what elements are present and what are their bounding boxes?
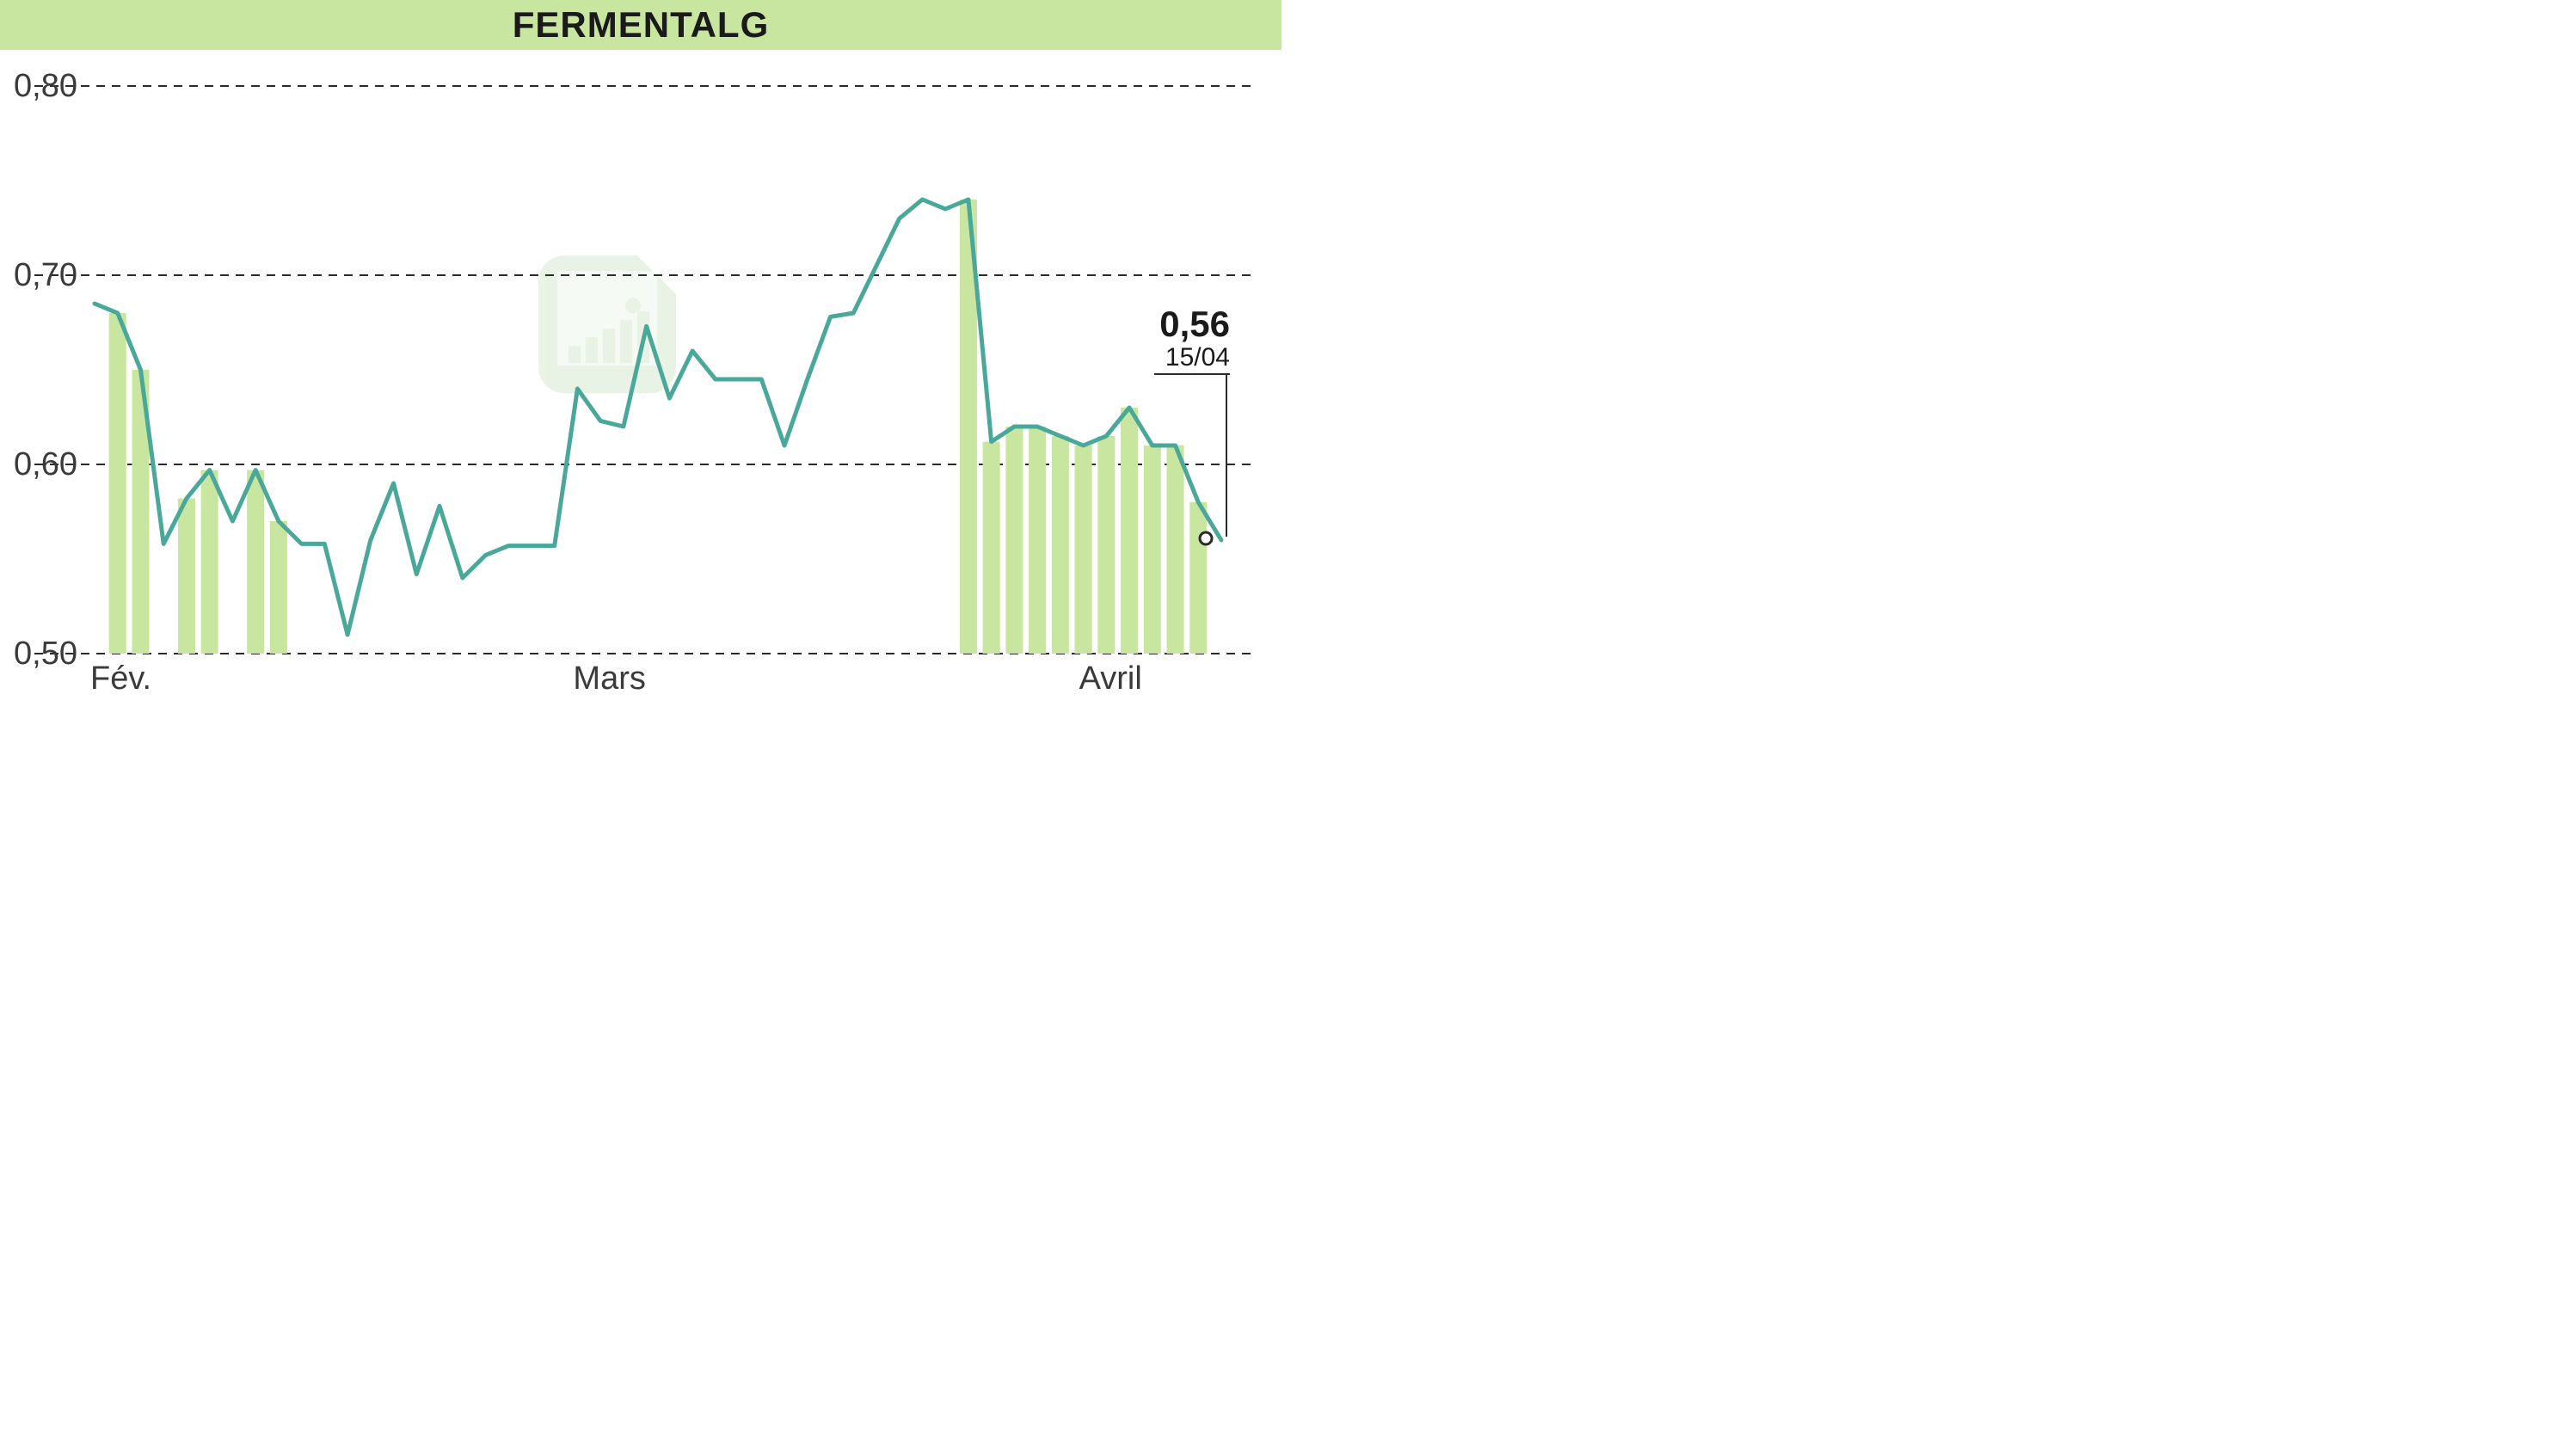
y-axis-tick-label: 0,80 [0,68,77,105]
chart-plot-area: 0,50 0,60 0,70 0,80 Fév. Mars Avril 0,5615/04 [0,50,1282,728]
y-axis-tick-label: 0,70 [0,257,77,294]
y-axis-tick-label: 0,60 [0,446,77,483]
y-axis-tick-label: 0,50 [0,636,77,673]
chart-svg [0,50,1282,728]
chart-title: FERMENTALG [513,4,770,45]
x-axis-month-label: Mars [573,660,645,697]
callout-last-value: 0,56 [1127,304,1230,345]
x-axis-month-label: Avril [1079,660,1142,697]
chart-title-bar: FERMENTALG [0,0,1282,50]
x-axis-month-label: Fév. [90,660,151,697]
callout-last-date: 15/04 [1127,343,1230,372]
